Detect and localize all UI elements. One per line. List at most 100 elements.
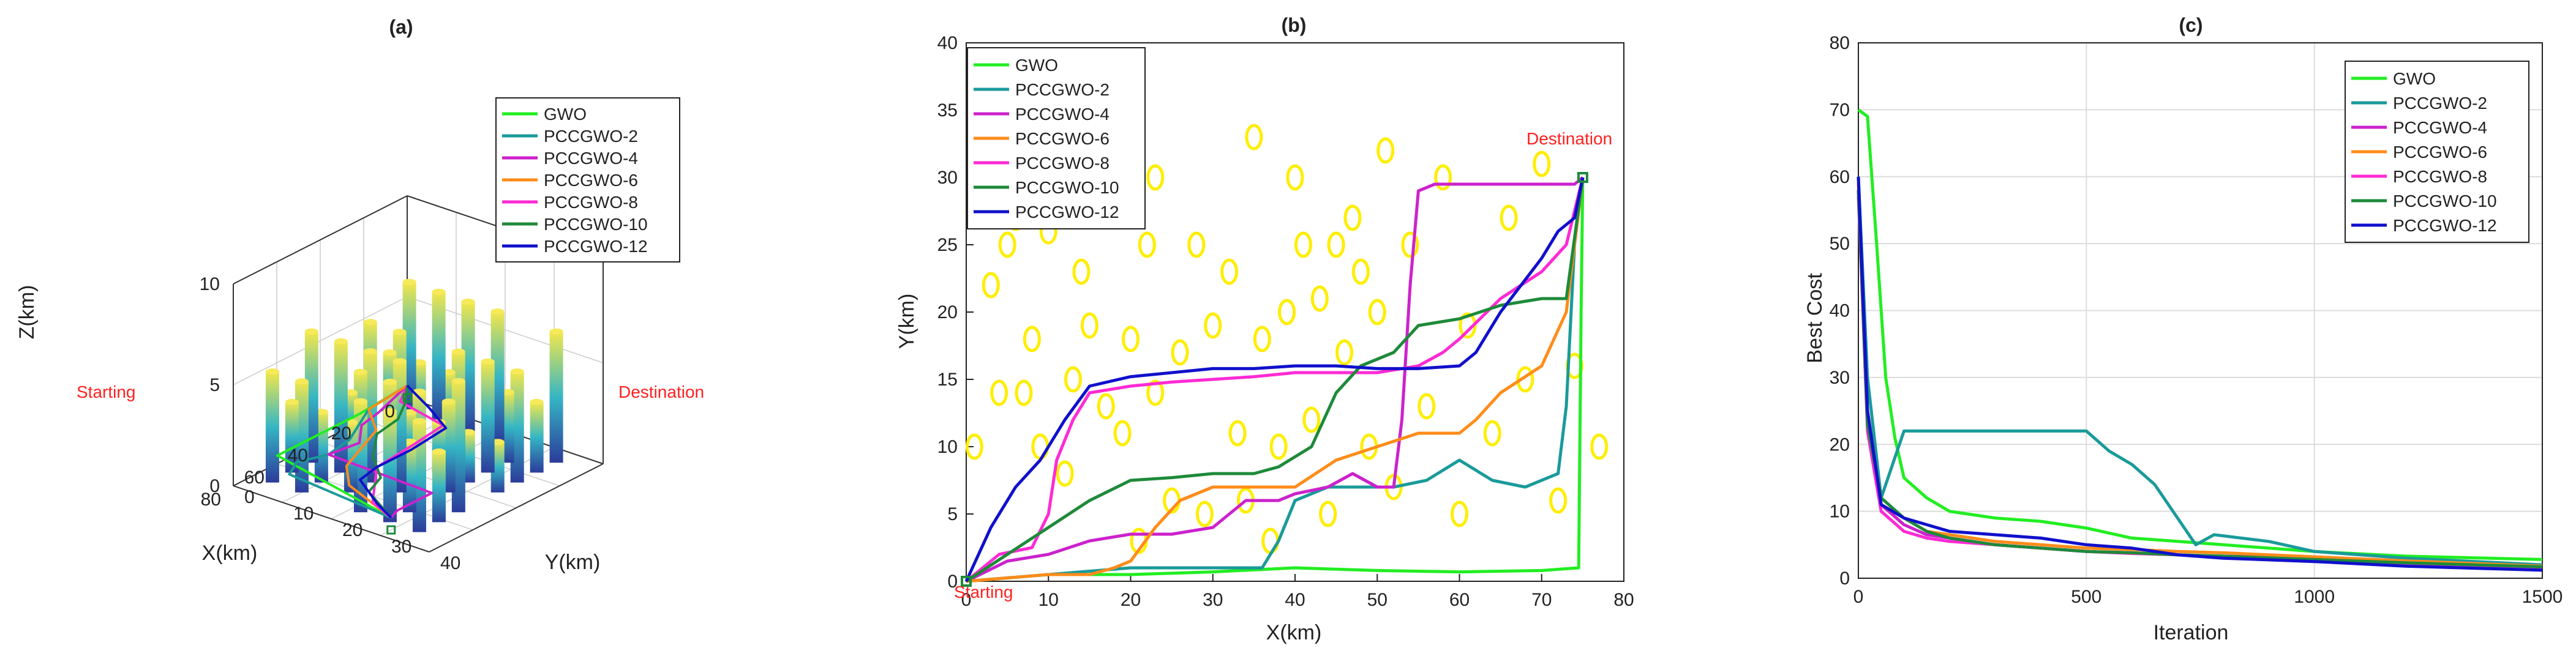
obstacle (1351, 258, 1370, 285)
x-tick-label: 0 (1853, 587, 1864, 607)
legend-label-pccgwo-2: PCCGWO-2 (2393, 94, 2487, 113)
y-tick-label: 0 (1839, 568, 1850, 589)
axis-edge (233, 195, 408, 285)
obstacle (1204, 312, 1222, 339)
x-tick-label: 40 (1285, 590, 1305, 610)
obstacle (1368, 299, 1386, 326)
obstacle (1056, 460, 1074, 487)
chart-a-title: (a) (389, 16, 413, 38)
chart-b-markers (961, 172, 1588, 587)
legend-label-pccgwo-12: PCCGWO-12 (1015, 203, 1119, 222)
z-tick-label: 0 (209, 476, 220, 496)
obstacle-pillar-top (383, 378, 397, 385)
obstacle (1023, 326, 1041, 352)
axis-edge (233, 485, 430, 553)
chart-c-series (1857, 108, 2543, 572)
obstacle (1376, 137, 1395, 164)
chart-b-xlabel: X(km) (1266, 621, 1322, 644)
chart-b-svg: (b) 0 10 20 30 40 50 60 70 80 0 5 10 15 20 25 30 35 40 X(… (895, 14, 1634, 644)
floor-grid (380, 447, 555, 536)
x-tick-label: 40 (288, 445, 308, 466)
obstacle (1245, 124, 1263, 151)
chart-a-paths (276, 384, 448, 535)
obstacle-pillar (432, 451, 446, 523)
chart-a-start-label: Starting (77, 382, 136, 401)
y-tick-label: 50 (1830, 234, 1850, 254)
y-tick-label: 30 (937, 168, 958, 188)
obstacle (1171, 339, 1189, 366)
obstacle (1269, 433, 1288, 460)
chart-c-axes: 0 500 1000 1500 0 10 20 30 40 50 60 70 80 (1830, 33, 2563, 607)
obstacle-pillar-top (461, 299, 475, 305)
panel-c-convergence: (c) 0 500 1000 1500 0 10 20 30 40 50 60 70 80 Iterat… (1714, 0, 2576, 656)
obstacle-pillar-top (334, 338, 348, 344)
obstacle (1343, 204, 1362, 231)
chart-b-start-label: Starting (954, 583, 1013, 601)
obstacle (1122, 326, 1140, 352)
obstacle-pillar (334, 341, 348, 473)
obstacle (1146, 379, 1165, 406)
path3d-line-pccgwo-6 (345, 384, 408, 519)
convergence-line-gwo (1857, 108, 2543, 561)
obstacle (1072, 258, 1091, 285)
legend-label-gwo: GWO (544, 105, 587, 124)
obstacle (1113, 420, 1132, 447)
y-tick-label: 70 (1830, 100, 1850, 120)
chart-b-dest-label: Destination (1526, 129, 1612, 148)
path-line-gwo (966, 177, 1585, 583)
obstacle-pillar (549, 331, 563, 463)
chart-a-xlabel: X(km) (202, 542, 258, 565)
x-tick-label: 30 (1203, 590, 1223, 610)
obstacle-pillar-top (383, 349, 397, 356)
x-tick-label: 1000 (2294, 587, 2335, 607)
convergence-line-pccgwo-2 (1857, 176, 2543, 567)
panel-a-3d-paths: (a) 0 20 40 60 80 0 10 20 30 40 0 5 10 X(km) Y(km) Z… (0, 0, 857, 656)
obstacle (1228, 420, 1247, 447)
obstacle (1064, 366, 1083, 393)
chart-c-ylabel: Best Cost (1803, 273, 1827, 363)
obstacle (1138, 231, 1156, 258)
y-tick-label: 40 (1830, 301, 1850, 321)
obstacle-pillar-top (432, 448, 446, 455)
y-tick-label: 10 (1830, 502, 1850, 522)
obstacle (1483, 420, 1501, 447)
y-tick-label: 0 (947, 572, 958, 592)
y-tick-label: 40 (937, 33, 958, 53)
y-tick-label: 20 (1830, 434, 1850, 455)
x-tick-label: 50 (1367, 590, 1388, 610)
obstacle-pillar (285, 401, 299, 473)
chart-c-xlabel: Iteration (2154, 621, 2229, 644)
legend-label-pccgwo-2: PCCGWO-2 (544, 127, 638, 146)
obstacle (998, 231, 1016, 258)
obstacle-pillar-top (481, 358, 495, 365)
x-tick-label: 20 (331, 423, 351, 444)
obstacle-pillar-top (392, 329, 407, 335)
chart-a-ylabel: Y(km) (545, 551, 601, 574)
chart-b-paths (964, 176, 1585, 583)
z-tick-label: 5 (209, 375, 220, 395)
obstacle (1278, 299, 1296, 326)
obstacle-pillar-top (510, 368, 524, 375)
chart-c-svg: (c) 0 500 1000 1500 0 10 20 30 40 50 60 70 80 Iterat… (1803, 14, 2563, 644)
chart-c-title: (c) (2179, 14, 2202, 36)
obstacle (1590, 433, 1609, 460)
y-tick-label: 40 (440, 553, 460, 573)
legend-label-pccgwo-8: PCCGWO-8 (544, 193, 638, 212)
obstacle (1500, 204, 1518, 231)
path-line-pccgwo-6 (966, 177, 1585, 583)
legend-label-pccgwo-10: PCCGWO-10 (544, 215, 648, 234)
path3d-line-pccgwo-12 (359, 384, 448, 519)
obstacle (1294, 231, 1312, 258)
obstacle (1253, 326, 1271, 352)
x-tick-label: 500 (2071, 587, 2101, 607)
obstacle (1418, 393, 1436, 420)
x-tick-label: 20 (1121, 590, 1141, 610)
path3d-line-pccgwo-10 (367, 385, 408, 519)
legend-box (495, 97, 680, 262)
obstacle (1451, 501, 1468, 527)
legend-label-pccgwo-4: PCCGWO-4 (1015, 105, 1110, 124)
x-tick-label: 0 (385, 401, 395, 422)
z-tick-label: 10 (200, 274, 220, 294)
obstacle-pillar-top (392, 358, 407, 365)
